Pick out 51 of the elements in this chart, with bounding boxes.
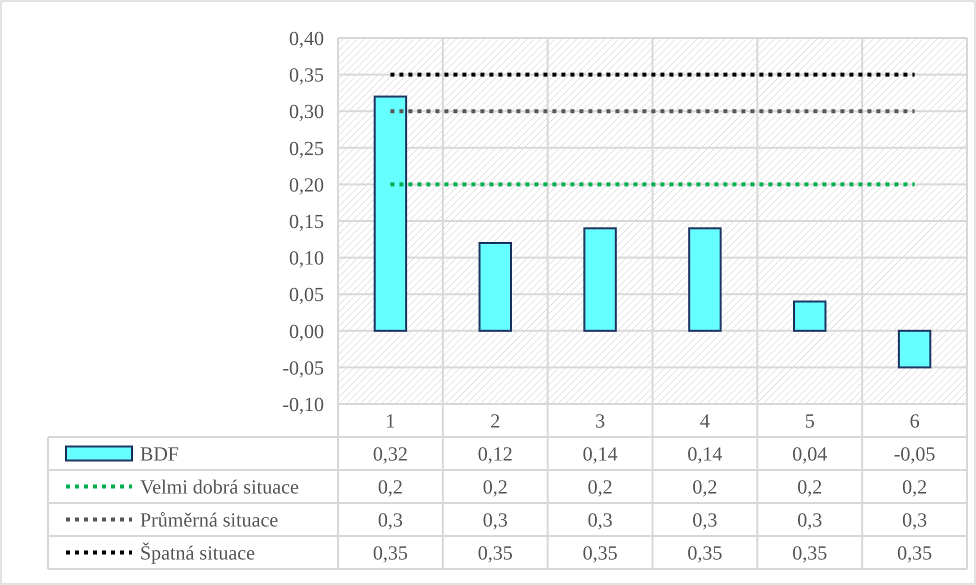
y-tick-label: 0,05 bbox=[289, 284, 324, 306]
data-label: 0,35 bbox=[372, 542, 408, 564]
y-tick-label: 0,15 bbox=[289, 211, 324, 233]
data-label: 0,2 bbox=[902, 476, 928, 498]
legend-label: Průměrná situace bbox=[140, 510, 278, 532]
data-label: 0,3 bbox=[797, 510, 822, 532]
data-label: 0,35 bbox=[478, 542, 513, 564]
data-label: 0,32 bbox=[372, 444, 408, 466]
x-tick-label: 2 bbox=[490, 410, 500, 432]
x-tick-label: 6 bbox=[910, 410, 920, 432]
y-tick-label: 0,40 bbox=[289, 28, 324, 50]
x-tick-label: 4 bbox=[700, 410, 710, 432]
y-tick-label: 0,00 bbox=[289, 320, 324, 343]
x-tick-label: 1 bbox=[385, 410, 396, 432]
y-tick-label: 0,10 bbox=[289, 248, 324, 270]
data-label: 0,35 bbox=[792, 542, 828, 564]
y-tick-label: -0,05 bbox=[282, 357, 324, 380]
y-tick-label: 0,20 bbox=[289, 174, 324, 196]
data-label: 0,2 bbox=[797, 476, 822, 498]
data-label: 0,14 bbox=[687, 444, 722, 466]
y-tick-label: 0,30 bbox=[289, 101, 324, 124]
y-tick-label: 0,25 bbox=[289, 138, 324, 160]
data-label: 0,3 bbox=[588, 510, 613, 532]
data-label: 0,35 bbox=[897, 542, 932, 564]
legend-label: Velmi dobrá situace bbox=[140, 476, 299, 498]
data-label: 0,3 bbox=[902, 510, 928, 532]
bar bbox=[583, 227, 617, 332]
data-label: 0,12 bbox=[478, 444, 513, 466]
y-tick-label: 0,35 bbox=[289, 64, 324, 87]
data-label: 0,2 bbox=[378, 476, 403, 498]
data-label: -0,05 bbox=[894, 444, 936, 466]
data-label: 0,35 bbox=[687, 542, 722, 564]
data-label: 0,35 bbox=[582, 542, 618, 564]
data-label: 0,14 bbox=[582, 444, 618, 466]
bar bbox=[688, 227, 722, 332]
x-tick-label: 3 bbox=[595, 410, 606, 432]
data-label: 0,3 bbox=[482, 510, 508, 532]
data-label: 0,2 bbox=[482, 476, 508, 498]
data-label: 0,3 bbox=[692, 510, 718, 532]
bar bbox=[898, 330, 932, 368]
data-label: 0,2 bbox=[692, 476, 718, 498]
x-tick-label: 5 bbox=[804, 410, 815, 432]
data-label: 0,04 bbox=[792, 444, 828, 466]
bar bbox=[793, 300, 826, 332]
y-tick-label: -0,10 bbox=[282, 394, 324, 416]
legend-label: BDF bbox=[140, 444, 179, 466]
legend-label: Špatná situace bbox=[140, 542, 256, 564]
data-label: 0,3 bbox=[378, 510, 403, 532]
bar bbox=[374, 96, 408, 332]
data-label: 0,2 bbox=[588, 476, 613, 498]
bar bbox=[478, 242, 512, 332]
